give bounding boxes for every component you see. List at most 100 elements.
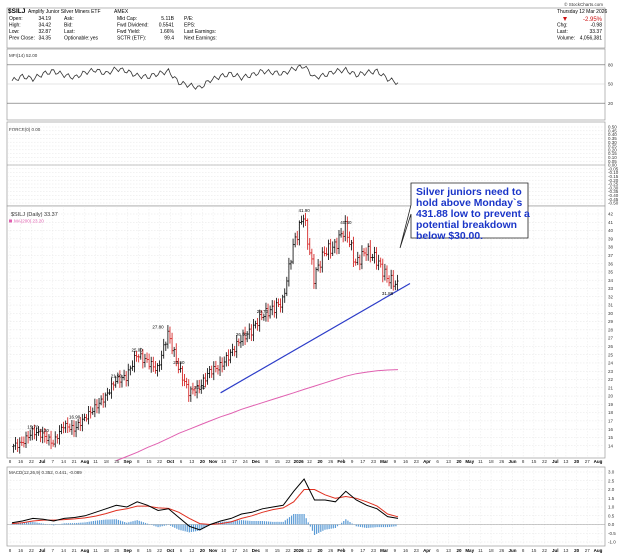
x-tick-label: May bbox=[465, 459, 474, 464]
callout-box bbox=[399, 182, 529, 249]
x-tick-label: 23 bbox=[371, 459, 377, 464]
macd-histogram-bar bbox=[391, 524, 393, 527]
x-tick-label: 6 bbox=[436, 548, 439, 553]
macd-histogram-bar bbox=[361, 524, 364, 528]
price-tick-label: 21 bbox=[608, 385, 614, 390]
force-label: FORCE(0) 0.00 bbox=[9, 127, 41, 132]
x-tick-label: Aug bbox=[80, 459, 89, 464]
mfi-panel: MFI(14) 52.00 80 50 20 bbox=[6, 48, 614, 121]
macd-histogram-bar bbox=[316, 524, 318, 534]
macd-histogram-bar bbox=[157, 524, 159, 528]
macd-histogram-bar bbox=[169, 524, 172, 526]
macd-histogram-bar bbox=[136, 520, 138, 525]
force-tick-label: -0.50 bbox=[608, 201, 619, 206]
macd-histogram-bar bbox=[295, 514, 297, 525]
price-tick-label: 18 bbox=[608, 410, 614, 415]
macd-histogram-bar bbox=[370, 524, 372, 528]
x-tick-label: 9 bbox=[394, 548, 397, 553]
x-tick-label: 22 bbox=[542, 459, 548, 464]
header-right-value: -0.98 bbox=[591, 23, 603, 29]
macd-histogram-bar bbox=[249, 520, 251, 525]
macd-histogram-bar bbox=[138, 520, 140, 525]
force-tick-label: -0.15 bbox=[608, 174, 619, 179]
macd-histogram-bar bbox=[182, 524, 184, 531]
header-value: 1.66% bbox=[160, 29, 175, 35]
force-tick-label: -0.40 bbox=[608, 193, 619, 198]
brand-credit: © StockCharts.com bbox=[564, 1, 603, 7]
force-tick-label: 0.25 bbox=[608, 144, 617, 149]
x-tick-label: 8 bbox=[137, 548, 140, 553]
header-frame bbox=[6, 7, 606, 49]
down-arrow-icon bbox=[563, 17, 567, 21]
mfi-line bbox=[11, 64, 399, 90]
macd-histogram-bar bbox=[36, 522, 38, 525]
macd-histogram-bar bbox=[174, 524, 176, 528]
x-tick-label: Nov bbox=[209, 548, 218, 553]
price-data-label: 15.70 bbox=[27, 425, 39, 430]
macd-histogram-bar bbox=[232, 520, 234, 525]
macd-histogram-bar bbox=[67, 523, 69, 525]
macd-histogram-bar bbox=[90, 521, 92, 525]
x-tick-label: 18 bbox=[104, 459, 110, 464]
macd-histogram-bar bbox=[257, 521, 259, 525]
macd-histogram-bar bbox=[261, 521, 263, 525]
macd-histogram-bar bbox=[32, 521, 34, 525]
macd-histogram-bar bbox=[203, 524, 205, 529]
price-tick-label: 15 bbox=[608, 435, 614, 440]
header-value: 32.87 bbox=[38, 29, 51, 35]
x-tick-label: 21 bbox=[72, 548, 78, 553]
header-right-key: Volume: bbox=[557, 36, 575, 42]
macd-histogram-bar bbox=[71, 523, 74, 525]
macd-histogram-bar bbox=[111, 519, 113, 525]
macd-histogram-bar bbox=[366, 524, 368, 528]
macd-histogram-bar bbox=[42, 523, 44, 525]
macd-histogram-bar bbox=[284, 520, 286, 525]
price-tick-label: 35 bbox=[608, 270, 614, 275]
force-tick-label: -0.25 bbox=[608, 182, 619, 187]
macd-histogram-bar bbox=[188, 524, 190, 533]
x-tick-label: 8 bbox=[265, 548, 268, 553]
price-tick-label: 32 bbox=[608, 294, 614, 299]
x-tick-label: 25 bbox=[114, 459, 120, 464]
macd-histogram-bar bbox=[178, 524, 180, 530]
x-tick-label: Sep bbox=[123, 459, 132, 464]
macd-histogram-bar bbox=[341, 522, 343, 525]
macd-histogram-bar bbox=[328, 524, 330, 530]
macd-histogram-bar bbox=[126, 522, 128, 525]
macd-histogram-bar bbox=[247, 520, 249, 525]
force-tick-label: 0.20 bbox=[608, 147, 617, 152]
macd-histogram-bar bbox=[184, 524, 186, 532]
x-tick-label: 20 bbox=[457, 548, 463, 553]
x-tick-label: Jul bbox=[39, 548, 46, 553]
x-tick-label: 15 bbox=[275, 459, 281, 464]
x-tick-label: 7 bbox=[52, 548, 55, 553]
macd-histogram-bar bbox=[318, 524, 320, 533]
callout-line-1: Silver juniors need to bbox=[416, 187, 522, 198]
x-tick-label: Jun bbox=[508, 459, 516, 464]
x-tick-label: 10 bbox=[221, 548, 227, 553]
x-tick-label: 17 bbox=[360, 459, 366, 464]
force-tick-label: 0.00 bbox=[608, 163, 617, 168]
macd-histogram-bar bbox=[153, 524, 155, 526]
x-tick-label: 9 bbox=[351, 548, 354, 553]
macd-histogram-bar bbox=[115, 519, 117, 525]
force-tick-label: 0.30 bbox=[608, 140, 617, 145]
macd-histogram-bar bbox=[13, 523, 15, 525]
macd-histogram-bar bbox=[272, 521, 274, 525]
macd-histogram-bar bbox=[172, 524, 174, 527]
macd-histogram-bar bbox=[34, 522, 36, 525]
macd-histogram-bar bbox=[109, 519, 111, 525]
x-tick-label: 22 bbox=[542, 548, 548, 553]
x-tick-label: 27 bbox=[585, 548, 591, 553]
macd-histogram-bar bbox=[84, 522, 86, 525]
x-tick-label: 8 bbox=[522, 548, 525, 553]
macd-histogram-bar bbox=[330, 524, 332, 529]
x-tick-label: 21 bbox=[72, 459, 78, 464]
macd-histogram-bar bbox=[155, 524, 157, 527]
macd-histogram-bar bbox=[280, 521, 282, 525]
mfi-frame bbox=[6, 48, 606, 121]
macd-histogram-bar bbox=[326, 524, 328, 530]
macd-histogram-bar bbox=[51, 524, 53, 526]
header-key: SCTR (ETF): bbox=[117, 36, 146, 42]
